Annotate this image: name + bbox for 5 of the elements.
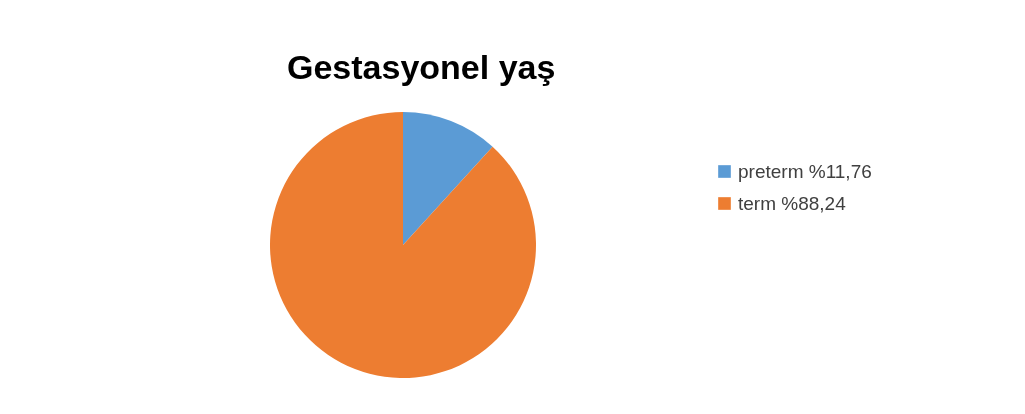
chart-title: Gestasyonel yaş: [287, 48, 556, 86]
pie-slice: [270, 112, 536, 378]
pie-slice: [403, 112, 493, 245]
legend-label: term %88,24: [738, 192, 847, 214]
legend-label: preterm %11,76: [738, 160, 872, 182]
